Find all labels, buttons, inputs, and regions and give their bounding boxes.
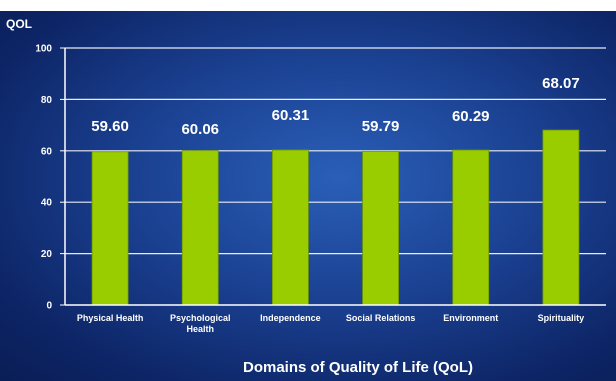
bar-value-label: 60.06 — [181, 121, 219, 138]
x-axis-title: Domains of Quality of Life (QoL) — [243, 359, 473, 376]
x-category-labels: Physical Health Psychological Health Indepe… — [77, 313, 584, 334]
data-labels: 59.60 60.06 60.31 59.79 60.29 68.07 — [91, 75, 579, 138]
category-label: Spirituality — [538, 313, 585, 323]
category-label: Environment — [443, 313, 498, 323]
bars — [91, 129, 580, 306]
category-label-line: Spirituality — [538, 313, 585, 323]
category-label: Physical Health — [77, 313, 144, 323]
y-tick-label: 100 — [35, 44, 52, 55]
y-tick-label: 0 — [46, 301, 52, 312]
bar-value-label: 60.29 — [452, 108, 490, 125]
y-tick-label: 60 — [41, 146, 53, 157]
category-label-line: Independence — [260, 313, 321, 323]
category-label-line: Social Relations — [346, 313, 416, 323]
y-tick-label: 20 — [41, 249, 53, 260]
bar — [362, 150, 399, 306]
category-label: Psychological Health — [170, 313, 231, 334]
y-tick-label: 80 — [41, 95, 53, 106]
gridlines — [60, 47, 606, 306]
category-label-line: Environment — [443, 313, 498, 323]
bar — [542, 129, 580, 306]
bar — [272, 149, 309, 306]
y-axis-title: QOL — [6, 17, 32, 31]
category-label-line: Physical Health — [77, 313, 144, 323]
category-label-line: Psychological — [170, 313, 231, 323]
bar — [91, 151, 129, 306]
y-tick-labels: 0 20 40 60 80 100 — [35, 44, 52, 312]
y-tick-label: 40 — [41, 198, 53, 209]
bar-value-label: 68.07 — [542, 75, 580, 92]
bar — [452, 149, 490, 306]
bar-value-label: 59.60 — [91, 118, 129, 135]
bar — [181, 150, 219, 306]
bar-value-label: 59.79 — [362, 118, 400, 135]
bar-value-label: 60.31 — [272, 107, 310, 124]
category-label: Independence — [260, 313, 321, 323]
category-label: Social Relations — [346, 313, 416, 323]
category-label-line: Health — [186, 324, 214, 334]
